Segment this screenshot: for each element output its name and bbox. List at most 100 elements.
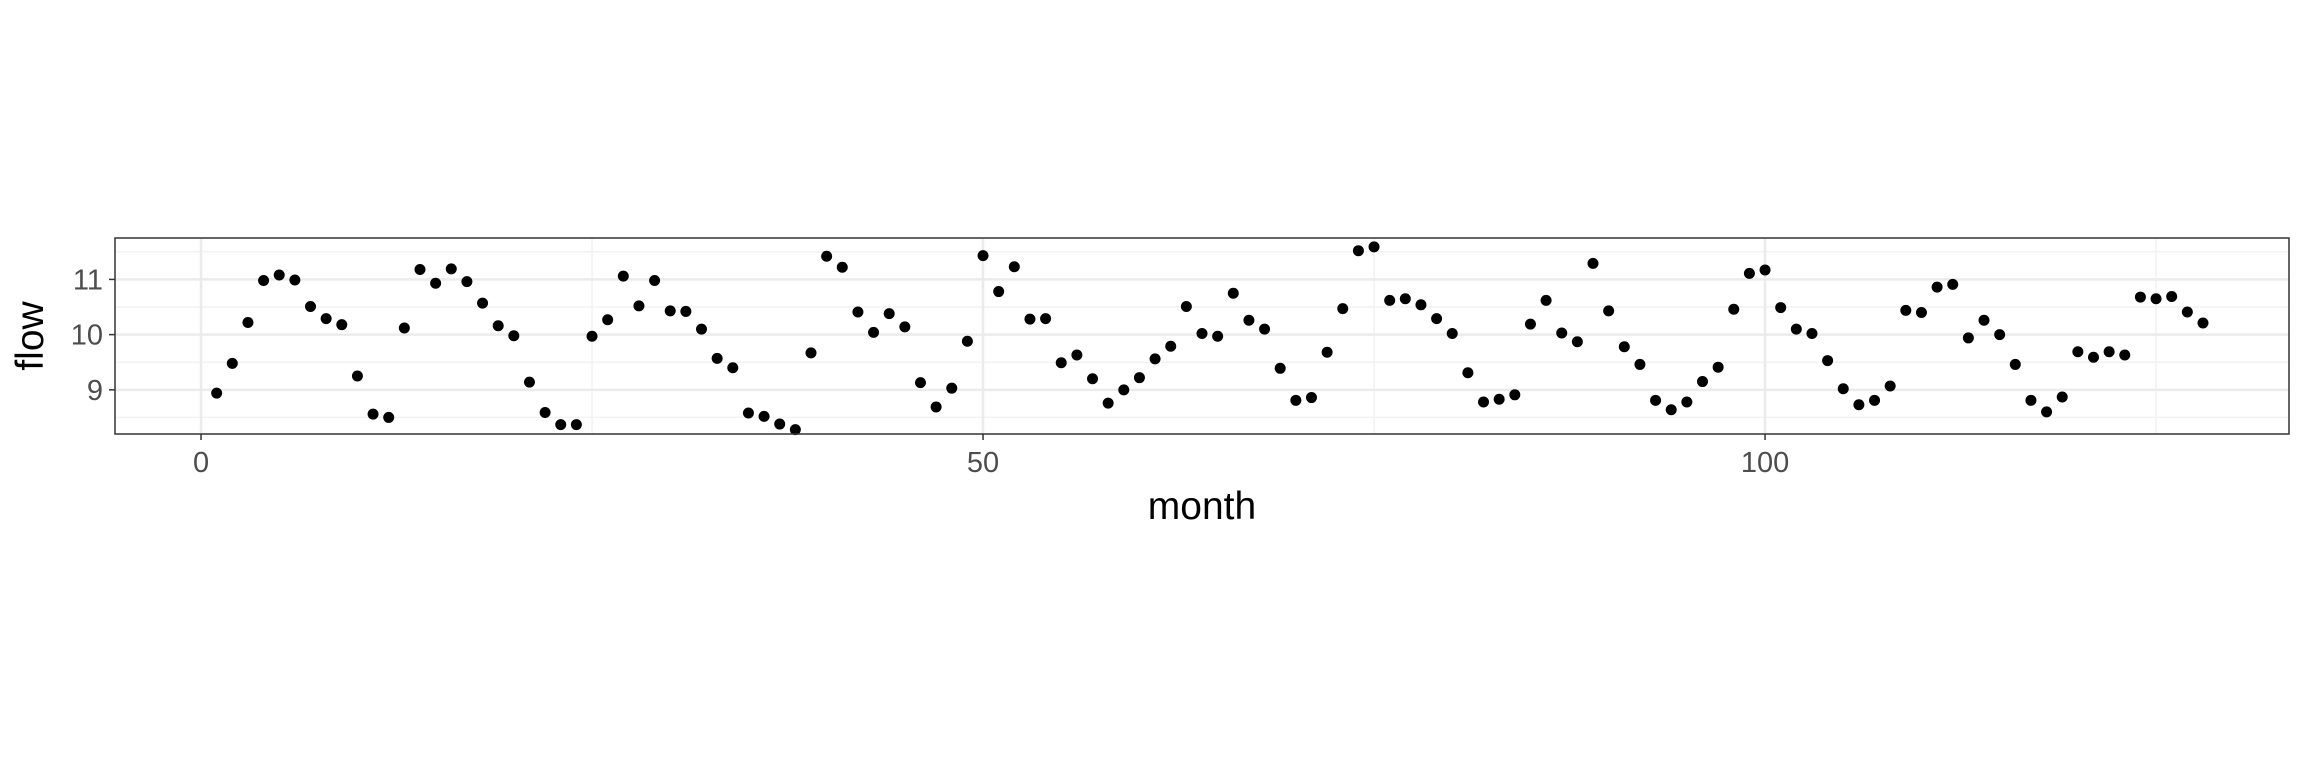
data-point (1290, 394, 1302, 406)
data-point (1337, 303, 1349, 315)
data-point (1947, 278, 1959, 290)
data-point (477, 297, 489, 309)
data-point (1571, 336, 1583, 348)
data-point (211, 387, 223, 399)
data-point (680, 305, 692, 317)
data-point (946, 382, 958, 394)
data-point (1431, 313, 1443, 325)
data-point (523, 376, 535, 388)
data-point (1368, 241, 1380, 253)
data-point (930, 401, 942, 413)
data-point (1102, 397, 1114, 409)
plot-border (114, 237, 2290, 435)
data-point (1775, 302, 1787, 314)
data-point (320, 313, 332, 325)
y-tick-label: 10 (71, 320, 103, 352)
data-point (2103, 346, 2115, 358)
data-point (789, 424, 801, 436)
data-point (586, 330, 598, 342)
data-point (1493, 393, 1505, 405)
data-point (742, 407, 754, 419)
data-point (445, 263, 457, 275)
data-point (1556, 327, 1568, 339)
data-point (2181, 306, 2193, 318)
data-point (1759, 264, 1771, 276)
data-point (1650, 394, 1662, 406)
grid-lines (115, 238, 2289, 434)
data-point (258, 275, 270, 287)
data-point (1994, 329, 2006, 341)
data-point (289, 274, 301, 286)
y-tick-label: 11 (73, 264, 103, 296)
data-point (727, 362, 739, 374)
data-point (1524, 318, 1536, 330)
data-point (1243, 314, 1255, 326)
data-point (1133, 372, 1145, 384)
data-point (2025, 394, 2037, 406)
data-point (1196, 328, 1208, 340)
data-point (555, 419, 567, 431)
data-point (883, 308, 895, 320)
data-point (1962, 332, 1974, 344)
data-point (1915, 307, 1927, 319)
data-point (1415, 299, 1427, 311)
y-axis-title: flow (9, 300, 52, 370)
data-point (805, 347, 817, 359)
data-point (1681, 396, 1693, 408)
data-point (1040, 313, 1052, 325)
data-point (226, 357, 238, 369)
data-point (383, 411, 395, 423)
data-point (758, 410, 770, 422)
data-point (2166, 291, 2178, 303)
y-tick-label: 9 (87, 375, 103, 407)
data-points (211, 241, 2209, 436)
data-point (961, 335, 973, 347)
data-point (1603, 305, 1615, 317)
data-point (1384, 294, 1396, 306)
data-point (1352, 245, 1364, 257)
data-point (1884, 380, 1896, 392)
data-point (1180, 300, 1192, 312)
data-point (414, 263, 426, 275)
data-point (899, 321, 911, 333)
data-point (1712, 361, 1724, 373)
data-point (1837, 383, 1849, 395)
data-point (367, 408, 379, 420)
data-point (2072, 346, 2084, 358)
data-point (1869, 394, 1881, 406)
data-point (2134, 291, 2146, 303)
data-point (1900, 304, 1912, 316)
data-point (1978, 314, 1990, 326)
data-point (1587, 257, 1599, 269)
data-point (696, 323, 708, 335)
data-point (1399, 293, 1411, 305)
data-point (1728, 303, 1740, 315)
data-point (492, 320, 504, 332)
data-point (1305, 392, 1317, 404)
data-point (2041, 406, 2053, 418)
data-point (1790, 323, 1802, 335)
data-point (1478, 396, 1490, 408)
data-point (398, 322, 410, 334)
data-point (852, 306, 864, 318)
data-point (1274, 362, 1286, 374)
data-point (242, 316, 254, 328)
data-point (351, 370, 363, 382)
data-point (633, 300, 645, 312)
data-point (2009, 358, 2021, 370)
data-point (430, 277, 442, 289)
data-point (868, 326, 880, 338)
data-point (1931, 281, 1943, 293)
data-point (1462, 367, 1474, 379)
data-point (2150, 293, 2162, 305)
x-tick-label: 0 (193, 447, 209, 479)
data-point (993, 286, 1005, 298)
data-point (1446, 328, 1458, 340)
data-point (821, 250, 833, 262)
data-point (305, 300, 317, 312)
data-point (617, 270, 629, 282)
data-point (539, 406, 551, 418)
data-point (570, 419, 582, 431)
data-point (2056, 391, 2068, 403)
